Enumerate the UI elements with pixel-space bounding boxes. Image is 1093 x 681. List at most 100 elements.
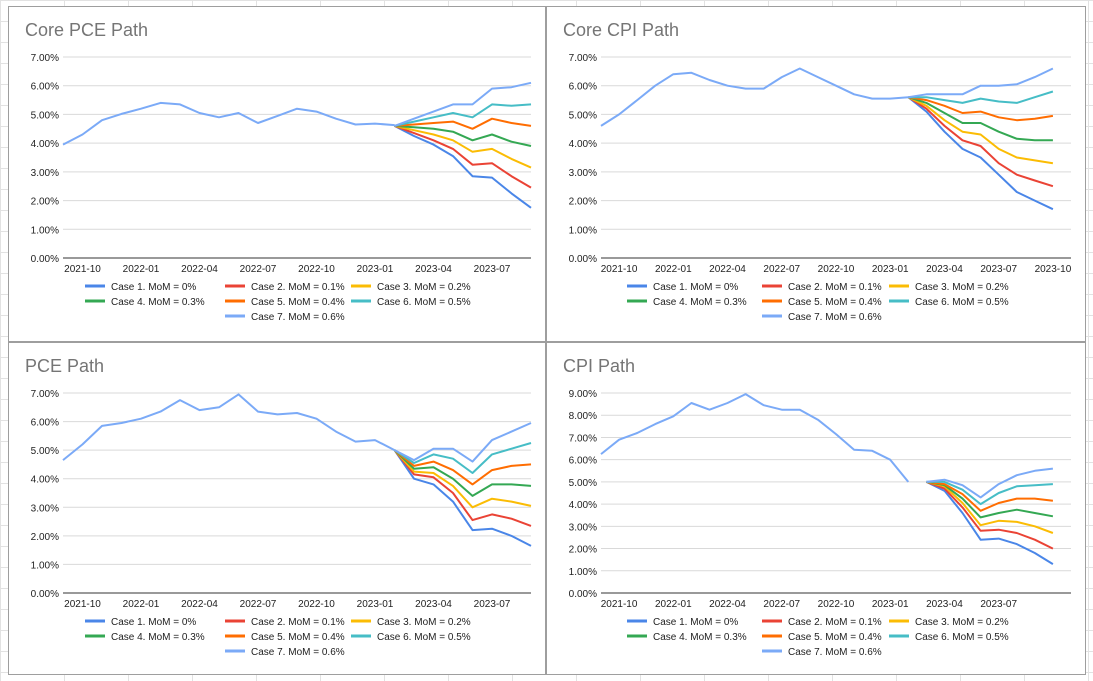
x-tick-label: 2023-01 — [872, 599, 909, 610]
legend-label: Case 6. MoM = 0.5% — [915, 297, 1009, 308]
x-tick-label: 2023-04 — [415, 599, 452, 610]
series-line — [394, 125, 532, 209]
series-line — [926, 480, 1054, 550]
series-line — [394, 124, 532, 147]
x-tick-label: 2022-01 — [655, 264, 692, 275]
x-tick-label: 2023-10 — [1035, 264, 1072, 275]
x-tick-label: 2021-10 — [64, 599, 101, 610]
legend-label: Case 7. MoM = 0.6% — [788, 312, 882, 323]
series-line — [926, 467, 1054, 499]
series-line — [394, 103, 532, 127]
x-tick-label: 2022-07 — [763, 599, 800, 610]
y-tick-label: 5.00% — [569, 478, 597, 489]
x-tick-label: 2022-01 — [655, 599, 692, 610]
x-tick-label: 2023-01 — [872, 264, 909, 275]
x-tick-label: 2022-07 — [763, 264, 800, 275]
chart-title: PCE Path — [25, 356, 105, 376]
y-tick-label: 2.00% — [569, 545, 597, 556]
legend-label: Case 3. MoM = 0.2% — [915, 282, 1009, 293]
chart-plot: 0.00% 1.00% 2.00% 3.00% 4.00% 5.00% 6.00% 7.00%… — [31, 53, 532, 323]
x-tick-label: 2022-07 — [240, 264, 277, 275]
y-tick-label: 2.00% — [31, 197, 59, 208]
x-tick-label: 2023-07 — [474, 599, 511, 610]
legend-label: Case 5. MoM = 0.4% — [251, 632, 345, 643]
y-tick-label: 7.00% — [31, 389, 59, 400]
y-tick-label: 3.00% — [31, 168, 59, 179]
legend-label: Case 2. MoM = 0.1% — [251, 282, 345, 293]
legend-label: Case 4. MoM = 0.3% — [653, 632, 747, 643]
x-tick-label: 2021-10 — [601, 264, 638, 275]
chart-core-cpi-path[interactable]: Core CPI Path 0.00% 1.00% 2.00% 3.00% 4.00% 5… — [546, 6, 1086, 342]
legend-label: Case 7. MoM = 0.6% — [251, 312, 345, 323]
x-tick-label: 2022-04 — [181, 599, 218, 610]
y-tick-label: 1.00% — [31, 225, 59, 236]
series-line — [394, 81, 532, 127]
x-tick-label: 2022-04 — [709, 599, 746, 610]
y-tick-label: 8.00% — [569, 411, 597, 422]
x-tick-label: 2023-04 — [926, 264, 963, 275]
series-line — [393, 449, 532, 547]
y-tick-label: 4.00% — [569, 500, 597, 511]
chart-pce-path[interactable]: PCE Path 0.00% 1.00% 2.00% 3.00% 4.00% 5.00% 6… — [8, 342, 546, 675]
chart-plot: 0.00% 1.00% 2.00% 3.00% 4.00% 5.00% 6.00% 7.00%… — [31, 389, 532, 658]
history-line — [62, 101, 395, 146]
legend-label: Case 4. MoM = 0.3% — [111, 297, 205, 308]
series-line — [926, 480, 1054, 534]
series-line — [925, 481, 1054, 565]
chart-core-pce-path[interactable]: Core PCE Path 0.00% 1.00% 2.00% 3.00% 4.00% 5… — [8, 6, 546, 342]
legend-label: Case 2. MoM = 0.1% — [788, 282, 882, 293]
y-tick-label: 2.00% — [31, 532, 59, 543]
legend-label: Case 5. MoM = 0.4% — [788, 297, 882, 308]
y-tick-label: 1.00% — [569, 225, 597, 236]
x-tick-label: 2023-07 — [474, 264, 511, 275]
y-tick-label: 5.00% — [31, 446, 59, 457]
chart-title: Core CPI Path — [563, 20, 680, 40]
legend-label: Case 6. MoM = 0.5% — [377, 297, 471, 308]
legend-label: Case 1. MoM = 0% — [653, 617, 738, 628]
series-line — [393, 442, 532, 474]
series-line — [907, 96, 1053, 142]
series-line — [908, 67, 1054, 99]
y-tick-label: 6.00% — [569, 456, 597, 467]
series-line — [393, 449, 532, 527]
legend-label: Case 4. MoM = 0.3% — [111, 632, 205, 643]
series-line — [393, 449, 532, 509]
chart-plot: 0.00% 1.00% 2.00% 3.00% 4.00% 5.00% 6.00% 7.00%… — [569, 389, 1071, 658]
series-line — [926, 480, 1054, 512]
y-tick-label: 3.00% — [569, 522, 597, 533]
series-line — [907, 96, 1054, 165]
chart-title: CPI Path — [563, 356, 636, 376]
legend-label: Case 1. MoM = 0% — [653, 282, 738, 293]
chart-plot: 0.00% 1.00% 2.00% 3.00% 4.00% 5.00% 6.00% 7.00%… — [569, 53, 1072, 323]
x-tick-label: 2021-10 — [64, 264, 101, 275]
x-tick-label: 2022-10 — [818, 599, 855, 610]
x-tick-label: 2023-04 — [926, 599, 963, 610]
history-line — [62, 393, 395, 461]
legend-label: Case 2. MoM = 0.1% — [788, 617, 882, 628]
y-tick-label: 4.00% — [569, 139, 597, 150]
series-line — [394, 422, 532, 463]
x-tick-label: 2022-01 — [123, 264, 160, 275]
legend-label: Case 4. MoM = 0.3% — [653, 297, 747, 308]
y-tick-label: 0.00% — [569, 254, 597, 265]
y-tick-label: 9.00% — [569, 389, 597, 400]
chart-title: Core PCE Path — [25, 20, 149, 40]
legend-label: Case 7. MoM = 0.6% — [788, 647, 882, 658]
chart-cpi-path[interactable]: CPI Path 0.00% 1.00% 2.00% 3.00% 4.00% 5.00% 6… — [546, 342, 1086, 675]
y-tick-label: 3.00% — [569, 168, 597, 179]
legend-label: Case 3. MoM = 0.2% — [377, 282, 471, 293]
series-line — [394, 117, 532, 130]
y-tick-label: 5.00% — [31, 110, 59, 121]
x-tick-label: 2022-04 — [709, 264, 746, 275]
series-line — [394, 124, 532, 169]
series-line — [926, 480, 1054, 519]
y-tick-label: 6.00% — [31, 418, 59, 429]
series-line — [908, 90, 1054, 104]
legend-label: Case 2. MoM = 0.1% — [251, 617, 345, 628]
y-tick-label: 1.00% — [31, 560, 59, 571]
legend-label: Case 6. MoM = 0.5% — [915, 632, 1009, 643]
y-tick-label: 7.00% — [569, 433, 597, 444]
legend-label: Case 5. MoM = 0.4% — [788, 632, 882, 643]
x-tick-label: 2022-10 — [298, 599, 335, 610]
y-tick-label: 2.00% — [569, 197, 597, 208]
